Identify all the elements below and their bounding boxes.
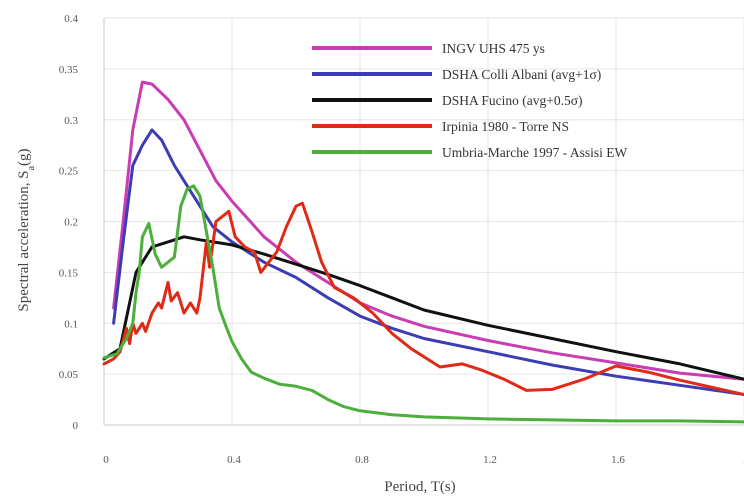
x-tick-label: 1.6 bbox=[611, 454, 625, 466]
legend-label-4: Irpinia 1980 - Torre NS bbox=[442, 119, 569, 134]
legend-label-5: Umbria-Marche 1997 - Assisi EW bbox=[442, 145, 627, 160]
legend: INGV UHS 475 ys DSHA Colli Albani (avg+1σ… bbox=[312, 41, 627, 160]
tick-labels: 0 0.05 0.1 0.15 0.2 0.25 0.3 0.35 0.4 0 0.4 0.8 1.2 1… bbox=[59, 13, 744, 466]
legend-label-1: INGV UHS 475 ys bbox=[442, 41, 545, 56]
y-tick-label: 0 bbox=[73, 420, 79, 432]
y-axis-title: Spectral acceleration, Sa(g) bbox=[16, 148, 37, 311]
x-tick-label: 0.8 bbox=[355, 454, 369, 466]
gridlines bbox=[103, 17, 744, 426]
x-tick-label: 1.2 bbox=[483, 454, 497, 466]
legend-label-3: DSHA Fucino (avg+0.5σ) bbox=[442, 93, 583, 108]
x-tick-label: 0.4 bbox=[227, 454, 241, 466]
series-line-4 bbox=[102, 201, 744, 396]
y-tick-label: 0.15 bbox=[59, 267, 79, 279]
series-line-3 bbox=[102, 235, 744, 381]
y-tick-label: 0.2 bbox=[64, 217, 78, 229]
series-line-1 bbox=[112, 80, 744, 381]
y-tick-label: 0.4 bbox=[64, 13, 78, 25]
legend-label-2: DSHA Colli Albani (avg+1σ) bbox=[442, 67, 601, 82]
y-tick-label: 0.1 bbox=[64, 318, 78, 330]
series-line-2 bbox=[112, 128, 744, 396]
x-tick-label: 0 bbox=[103, 454, 109, 466]
y-tick-label: 0.35 bbox=[59, 64, 79, 76]
series-line-5 bbox=[102, 184, 744, 424]
y-tick-label: 0.25 bbox=[59, 166, 79, 178]
x-axis-title: Period, T(s) bbox=[384, 479, 455, 495]
y-tick-label: 0.05 bbox=[59, 369, 79, 381]
series-lines bbox=[102, 80, 744, 424]
y-tick-label: 0.3 bbox=[64, 115, 78, 127]
